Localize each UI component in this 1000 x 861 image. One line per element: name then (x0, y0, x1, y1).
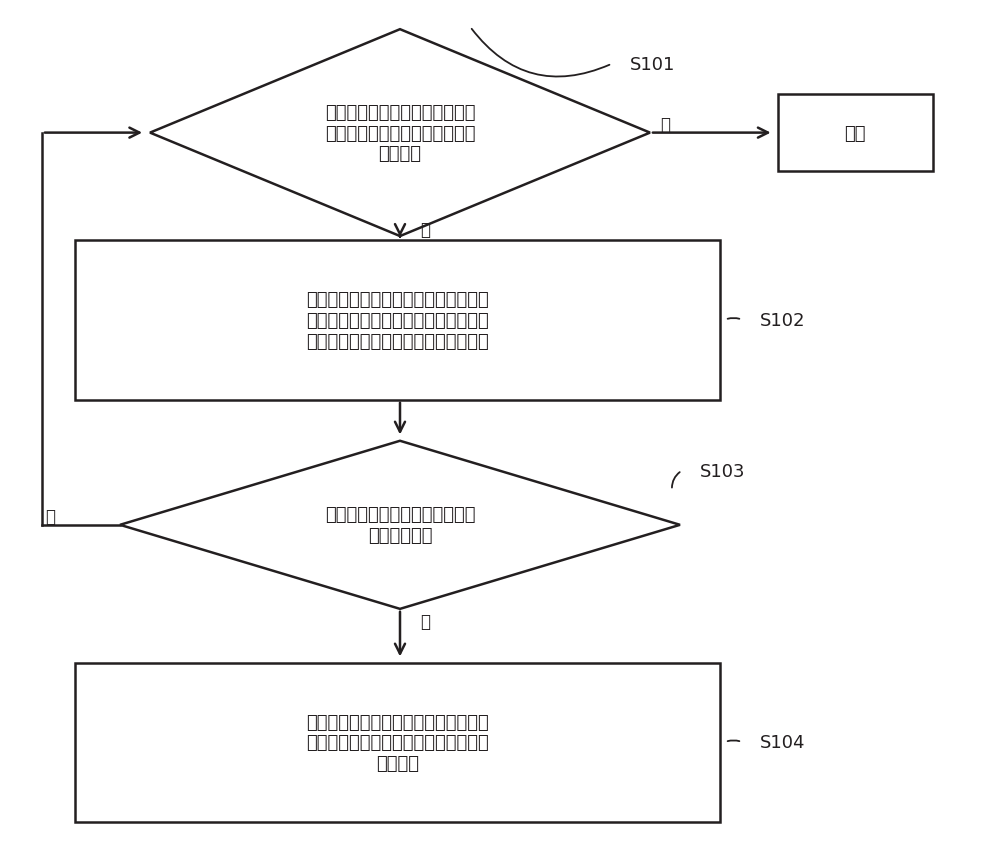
Text: 控制与消谐电阻串联连接的第一控制开
关闭合，对所述电磁式电压互感器进行
消谐处理: 控制与消谐电阻串联连接的第一控制开 关闭合，对所述电磁式电压互感器进行 消谐处理 (306, 713, 489, 772)
Text: S101: S101 (630, 56, 675, 73)
Bar (75, 663, 720, 822)
Text: 否: 否 (660, 116, 670, 133)
Text: 是: 是 (420, 221, 430, 238)
Polygon shape (150, 30, 650, 237)
Text: 否: 否 (45, 508, 55, 525)
Text: 判断电流互感器是否检测到电磁
式电压互感器中性点与地之间的
零序电流: 判断电流互感器是否检测到电磁 式电压互感器中性点与地之间的 零序电流 (325, 103, 475, 164)
Text: 判断所述电磁式电压互感器是否
发生铁磁谐振: 判断所述电磁式电压互感器是否 发生铁磁谐振 (325, 505, 475, 545)
Bar (75, 241, 720, 400)
Polygon shape (120, 441, 680, 610)
Bar (778, 95, 932, 172)
Text: S103: S103 (700, 462, 746, 480)
Text: S104: S104 (760, 734, 806, 751)
Text: 是: 是 (420, 613, 430, 630)
Text: S102: S102 (760, 312, 806, 329)
Text: 当检测到所述零序电流大于预设零序电
流时，计算出第一预设时长内达到预设
脉冲幅值的零序电流的脉冲幅值一致性: 当检测到所述零序电流大于预设零序电 流时，计算出第一预设时长内达到预设 脉冲幅值… (306, 291, 489, 350)
Text: 结束: 结束 (844, 125, 866, 142)
